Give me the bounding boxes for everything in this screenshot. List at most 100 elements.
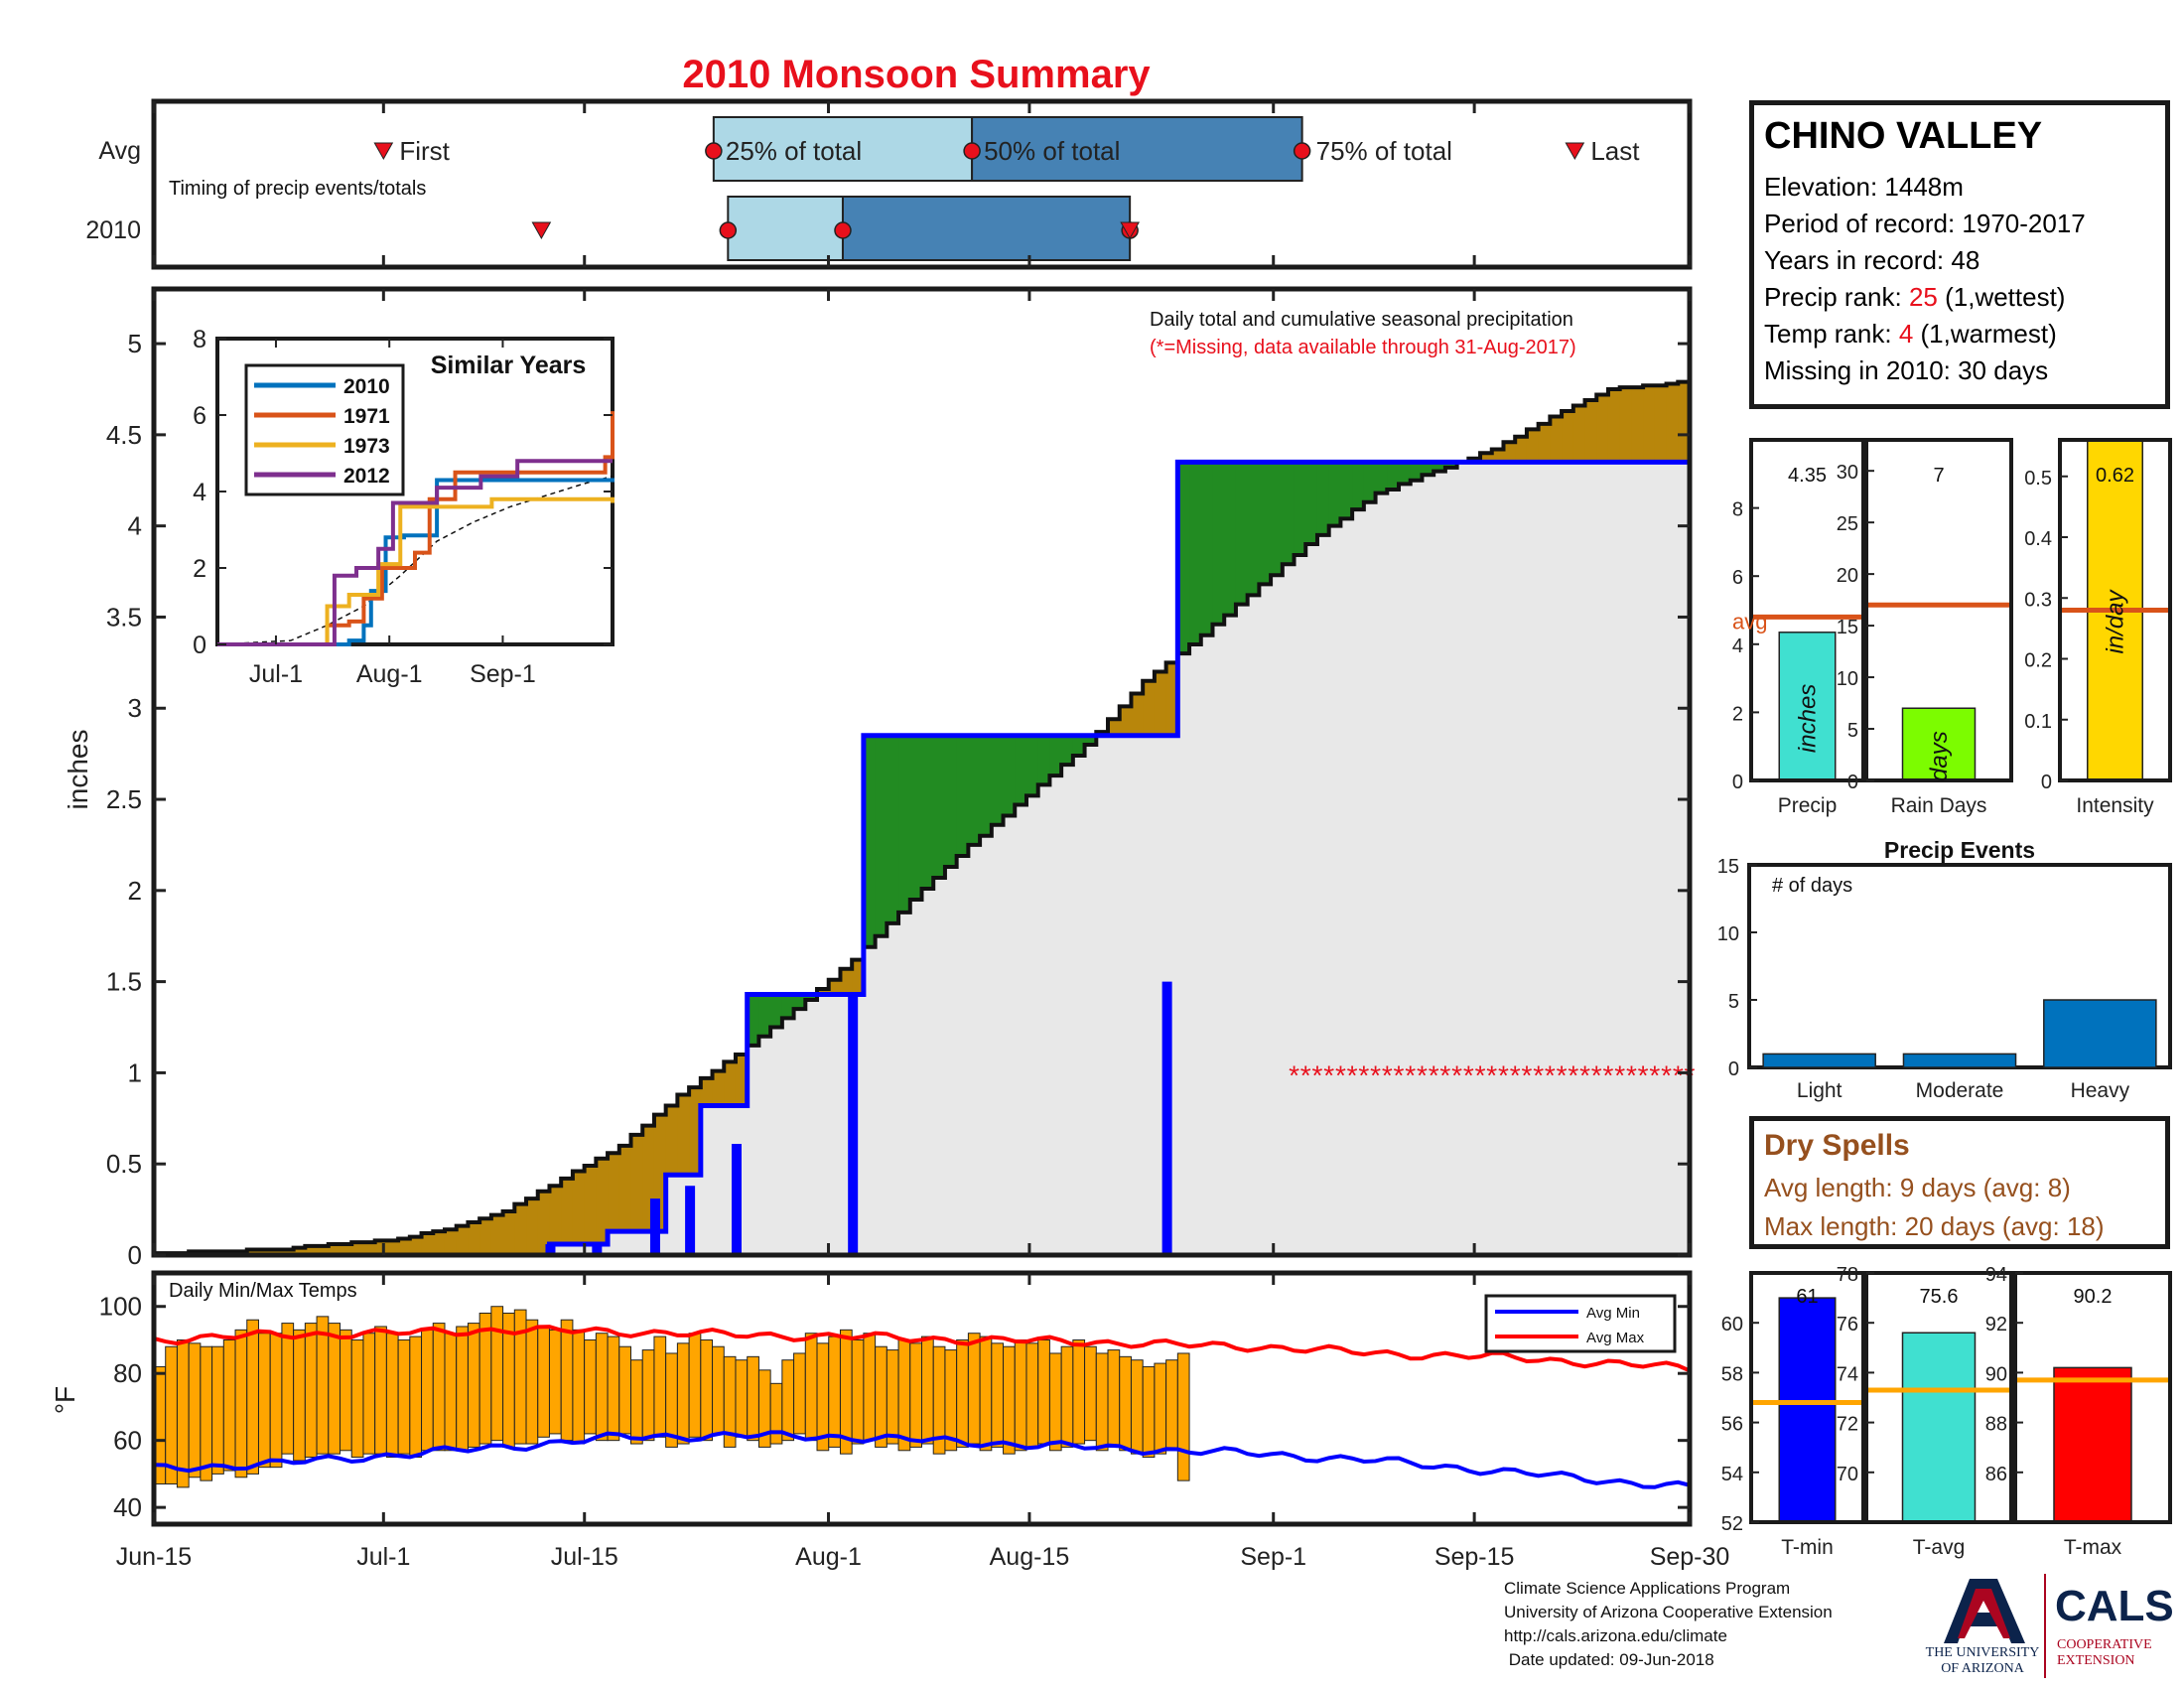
daily-temp-bar (304, 1323, 318, 1459)
missing-days: Missing in 2010: 30 days (1764, 355, 2049, 385)
above-avg-region (1224, 462, 1237, 616)
temp-rank: Temp rank: 4 (1,warmest) (1764, 319, 2165, 350)
above-avg-region (1003, 735, 1016, 816)
t-avg-frame (1864, 1271, 2013, 1524)
rain-days-unit-label: days (1926, 731, 1953, 781)
daily-temp-bar (1084, 1345, 1097, 1442)
dry-spells-box: Dry Spells Avg length: 9 days (avg: 8) M… (1749, 1116, 2170, 1249)
missing-day-marker: * (1579, 1059, 1590, 1090)
t-min-y-tick-label: 58 (1721, 1363, 1743, 1385)
daily-temp-bar (444, 1333, 458, 1452)
daily-temp-bar (234, 1329, 248, 1478)
precip-events-bar-heavy (2043, 999, 2157, 1068)
t-min-bar (1778, 1297, 1837, 1523)
below-avg-region (1596, 394, 1609, 463)
inset-plot: 0 2 4 6 8 Jul-1 Aug-1 Sep-1 (193, 326, 614, 688)
daily-temp-bar (1037, 1338, 1050, 1445)
station-name: CHINO VALLEY (1764, 115, 2043, 157)
precip-rank: Precip rank: 25 (1,wettest) (1764, 282, 2165, 313)
dry-spells-title: Dry Spells (1764, 1129, 1910, 1162)
below-avg-region (1480, 453, 1493, 463)
x-tick-label: Aug-1 (795, 1543, 862, 1571)
missing-day-marker: * (1568, 1059, 1578, 1090)
daily-temp-bar (385, 1333, 399, 1459)
daily-temp-bar (1072, 1338, 1086, 1445)
inset-x-tick-label: Jul-1 (249, 660, 303, 688)
footer-line-2: University of Arizona Cooperative Extens… (1504, 1603, 1833, 1621)
t-min-value-label: 61 (1796, 1286, 1818, 1308)
t-max-y-tick-label: 94 (1985, 1264, 2007, 1286)
t-max-y-tick-label: 86 (1985, 1464, 2007, 1485)
missing-day-marker: * (1417, 1059, 1428, 1090)
below-avg-region (630, 1134, 643, 1232)
avg-cumulative-area (154, 381, 1690, 1255)
daily-temp-bar (804, 1333, 818, 1442)
daily-temp-bar (909, 1342, 922, 1448)
daily-temp-bar (328, 1323, 341, 1455)
daily-temp-bar (1014, 1338, 1027, 1452)
below-avg-region (1119, 706, 1132, 736)
inset-avg-line (216, 475, 614, 645)
date-x-axis: Jun-15 Jul-1 Jul-15 Aug-1 Aug-15 Sep-1 Sep-15 S… (116, 101, 1729, 1571)
daily-temp-bar (548, 1329, 562, 1435)
precip-x-label: Precip (1778, 794, 1838, 817)
above-avg-region (1025, 735, 1039, 796)
missing-day-marker: * (1533, 1059, 1544, 1090)
summary-bar-charts: 0 2 4 6 8 4.35 Precip inches avg 0 5 10 15 20 25 30 7 Rai… (1732, 438, 2172, 817)
precip-events-label-light: Light (1797, 1079, 1843, 1102)
below-avg-region (1654, 385, 1668, 463)
below-avg-region (328, 1243, 341, 1255)
missing-day-marker: * (1475, 1059, 1486, 1090)
daily-temp-bar (165, 1345, 178, 1485)
precip-y-ticks: 0 0.5 1 1.5 2 2.5 3 3.5 4 4.5 5 (106, 329, 1690, 1270)
above-avg-region (1015, 735, 1027, 805)
precip-events-chart: Precip Events # of days 0 5 10 15 Light Modera… (1717, 837, 2172, 1102)
daily-temp-bar (747, 1355, 759, 1442)
daily-precip-bar (685, 1186, 696, 1255)
daily-temp-bar (1154, 1362, 1167, 1455)
intensity-y-tick-label: 0.2 (2024, 650, 2052, 672)
below-avg-region (258, 1249, 271, 1255)
below-avg-region (1526, 429, 1540, 463)
t-avg-y-tick-label: 78 (1837, 1264, 1858, 1286)
t-min-frame (1749, 1271, 1865, 1524)
missing-day-marker: * (1382, 1059, 1393, 1090)
y-tick-label: 4.5 (106, 420, 142, 450)
daily-temp-bar (781, 1359, 795, 1442)
missing-day-marker: * (1394, 1059, 1405, 1090)
daily-temp-bar (456, 1326, 469, 1452)
year-timing-bar-50-75 (841, 196, 1132, 261)
missing-day-marker: * (1521, 1059, 1532, 1090)
missing-day-marker: * (1439, 1059, 1450, 1090)
missing-day-marker: * (1370, 1059, 1381, 1090)
below-avg-region (386, 1240, 399, 1255)
avg-p25-label: 25% of total (726, 136, 862, 166)
missing-day-marker: * (1591, 1059, 1602, 1090)
missing-day-marker: * (1323, 1059, 1334, 1090)
daily-temp-bar (478, 1312, 492, 1445)
t-min-y-tick-label: 52 (1721, 1513, 1743, 1535)
daily-temp-bar (956, 1338, 969, 1448)
missing-day-marker: * (1405, 1059, 1416, 1090)
t-avg-y-tick-label: 72 (1837, 1414, 1858, 1436)
precip-rank-label: Precip rank: (1764, 282, 1909, 312)
below-avg-region (1643, 385, 1656, 463)
above-avg-region (1399, 462, 1412, 485)
above-avg-region (1316, 462, 1330, 535)
legend-avg-min-label: Avg Min (1586, 1305, 1640, 1322)
daily-temp-bar (246, 1319, 259, 1475)
below-avg-region (317, 1245, 330, 1255)
below-avg-region (1515, 436, 1528, 463)
daily-temp-bar (584, 1338, 597, 1435)
daily-temp-bar (1165, 1359, 1178, 1452)
y-tick-label: 0 (128, 1240, 142, 1270)
footer-line-3: http://cals.arizona.edu/climate (1504, 1626, 1727, 1645)
intensity-y-tick-label: 0 (2041, 772, 2052, 793)
daily-temp-bar (293, 1329, 306, 1462)
temp-panel: Daily Min/Max Temps °F 40 60 80 100 Avg Min… (50, 1270, 1693, 1527)
above-avg-region (1049, 735, 1062, 776)
ua-logo-text-2: OF ARIZONA (1941, 1661, 2025, 1676)
t-min-x-label: T-min (1781, 1536, 1834, 1559)
inset-y-tick-label: 8 (193, 326, 206, 353)
below-avg-region (305, 1245, 318, 1255)
